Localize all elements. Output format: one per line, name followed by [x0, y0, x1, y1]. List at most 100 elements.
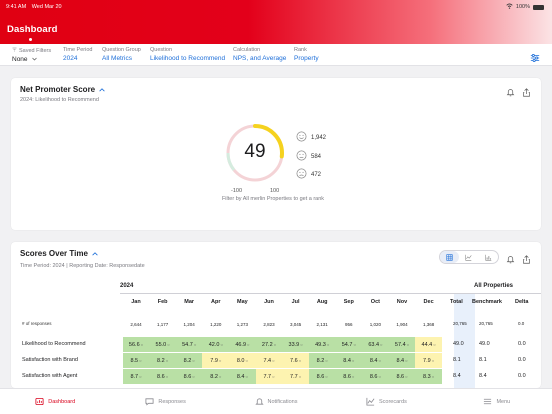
table-cell[interactable]: 1,904 [389, 317, 416, 332]
filter-time-period[interactable]: Time Period 2024 [63, 47, 92, 62]
table-cell[interactable]: 55.0 ○ [149, 337, 177, 352]
table-cell[interactable]: 8.2 ○ [149, 353, 177, 368]
table-cell[interactable]: 8.4 ○ [388, 353, 416, 368]
table-cell[interactable]: 8.4 ○ [335, 353, 363, 368]
filter-saved[interactable]: Saved Filters None [12, 47, 51, 64]
bell-icon[interactable] [506, 251, 515, 269]
chevron-up-icon [99, 85, 105, 94]
table-cell[interactable]: 33.9 ○ [282, 337, 310, 352]
month-header: Oct [370, 299, 380, 305]
tab-notifications[interactable]: Notifications [221, 389, 331, 414]
table-cell[interactable]: 1,020 [362, 317, 389, 332]
table-cell[interactable]: 3,045 [282, 317, 309, 332]
table-cell[interactable]: 7.6 ○ [282, 353, 310, 368]
table-cell[interactable]: 8.7 ○ [122, 369, 150, 384]
table-cell[interactable]: 1,273 [229, 317, 256, 332]
table-cell[interactable]: 1,204 [176, 317, 203, 332]
app-header: 9:41 AM Wed Mar 20 100% Dashboard [0, 0, 552, 44]
share-icon[interactable] [522, 84, 531, 102]
table-cell[interactable]: 8.2 ○ [175, 353, 203, 368]
table-cell[interactable]: 2,823 [256, 317, 283, 332]
table-cell[interactable]: 8.6 ○ [388, 369, 416, 384]
table-cell[interactable]: 57.4 ○ [388, 337, 416, 352]
table-cell[interactable]: 8.6 ○ [335, 369, 363, 384]
cell-value: 8.6 [183, 373, 192, 380]
table-cell[interactable]: 956 [335, 317, 362, 332]
cell-value: 8.6 [157, 373, 165, 380]
status-bar: 9:41 AM Wed Mar 20 100% [6, 2, 544, 12]
trend-indicator-icon: ○ [273, 342, 277, 347]
table-cell[interactable]: 27.2 ○ [255, 337, 283, 352]
table-view-button[interactable] [440, 251, 460, 263]
trend-indicator-icon: ○ [380, 342, 383, 347]
table-cell[interactable]: 8.2 ○ [308, 353, 336, 368]
table-cell[interactable]: 54.7 ○ [335, 337, 363, 352]
filter-question-group[interactable]: Question Group All Metrics [102, 47, 141, 62]
table-cell[interactable]: 7.9 ○ [415, 353, 443, 368]
table-cell[interactable]: 8.2 ○ [202, 369, 230, 384]
tab-responses[interactable]: Responses [110, 389, 220, 414]
tab-menu[interactable]: Menu [442, 389, 552, 414]
trend-indicator-icon: ○ [406, 342, 410, 347]
filter-settings-icon[interactable] [530, 50, 540, 62]
table-cell[interactable]: 8.4 ○ [228, 369, 256, 384]
filter-calculation[interactable]: Calculation NPS, and Average [233, 47, 286, 62]
bell-icon[interactable] [506, 84, 515, 102]
table-cell[interactable]: 46.9 ○ [228, 337, 256, 352]
trend-indicator-icon: ○ [247, 342, 250, 347]
table-cell[interactable]: 44.4 ○ [415, 337, 443, 352]
table-cell[interactable]: 8.6 ○ [149, 369, 177, 384]
filter-question[interactable]: Question Likelihood to Recommend [150, 47, 225, 62]
table-cell[interactable]: 7.7 ○ [255, 369, 283, 384]
cell-value: 46.9 [235, 341, 247, 348]
tab-scorecards[interactable]: Scorecards [331, 389, 441, 414]
table-cell[interactable]: 2,131 [309, 317, 336, 332]
filter-rank[interactable]: Rank Property [294, 47, 319, 62]
table-cell[interactable]: 1,220 [202, 317, 229, 332]
table-cell[interactable]: 7.7 ○ [282, 369, 310, 384]
table-cell[interactable]: 8.3 ○ [415, 369, 443, 384]
tab-bar: Dashboard Responses Notifications Scorec… [0, 388, 552, 414]
cell-value: 8.6 [316, 373, 325, 380]
nps-card-title[interactable]: Net Promoter Score [20, 85, 105, 94]
table-cell[interactable]: 8.5 ○ [122, 353, 150, 368]
trend-indicator-icon: ○ [431, 374, 435, 379]
line-view-button[interactable] [459, 251, 478, 263]
filter-label: Calculation [233, 47, 261, 53]
table-cell[interactable]: 49.3 ○ [308, 337, 336, 352]
responses-icon [145, 398, 154, 406]
chevron-down-icon [31, 56, 37, 63]
table-cell[interactable]: 7.9 ○ [202, 353, 230, 368]
benchmark-cell: 8.4 [479, 373, 487, 379]
trend-indicator-icon: ○ [139, 358, 142, 363]
filter-value: NPS, and Average [233, 55, 287, 62]
table-cell[interactable]: 54.7 ○ [175, 337, 203, 352]
cell-value: 7.4 [263, 357, 272, 364]
passives-row: 584 [296, 148, 321, 166]
tab-label: Dashboard [48, 398, 76, 405]
table-cell[interactable]: 1,368 [415, 317, 442, 332]
cell-value: 8.4 [369, 357, 378, 364]
bar-view-button[interactable] [479, 251, 498, 263]
delta-cell: 0.0 [518, 357, 526, 363]
delta-header: Delta [515, 299, 529, 305]
table-cell[interactable]: 7.4 ○ [255, 353, 283, 368]
tab-dashboard[interactable]: Dashboard [0, 389, 110, 414]
table-cell[interactable]: 8.6 ○ [175, 369, 203, 384]
trend-indicator-icon: ○ [326, 342, 330, 347]
scores-card-title[interactable]: Scores Over Time [20, 249, 98, 258]
all-properties-label: All Properties [474, 283, 514, 289]
table-cell[interactable]: 8.6 ○ [308, 369, 336, 384]
table-cell[interactable]: 2,644 [123, 317, 150, 332]
table-cell[interactable]: 63.4 ○ [361, 337, 389, 352]
cell-value: 7.7 [290, 373, 298, 380]
share-icon[interactable] [522, 251, 531, 269]
table-cell[interactable]: 8.4 ○ [361, 353, 389, 368]
table-cell[interactable]: 56.6 ○ [122, 337, 150, 352]
table-cell[interactable]: 42.0 ○ [202, 337, 230, 352]
table-cell[interactable]: 8.6 ○ [361, 369, 389, 384]
table-cell[interactable]: 8.0 ○ [228, 353, 256, 368]
gauge-max-label: 100 [270, 188, 280, 194]
menu-icon [484, 398, 492, 405]
table-cell[interactable]: 1,177 [149, 317, 176, 332]
